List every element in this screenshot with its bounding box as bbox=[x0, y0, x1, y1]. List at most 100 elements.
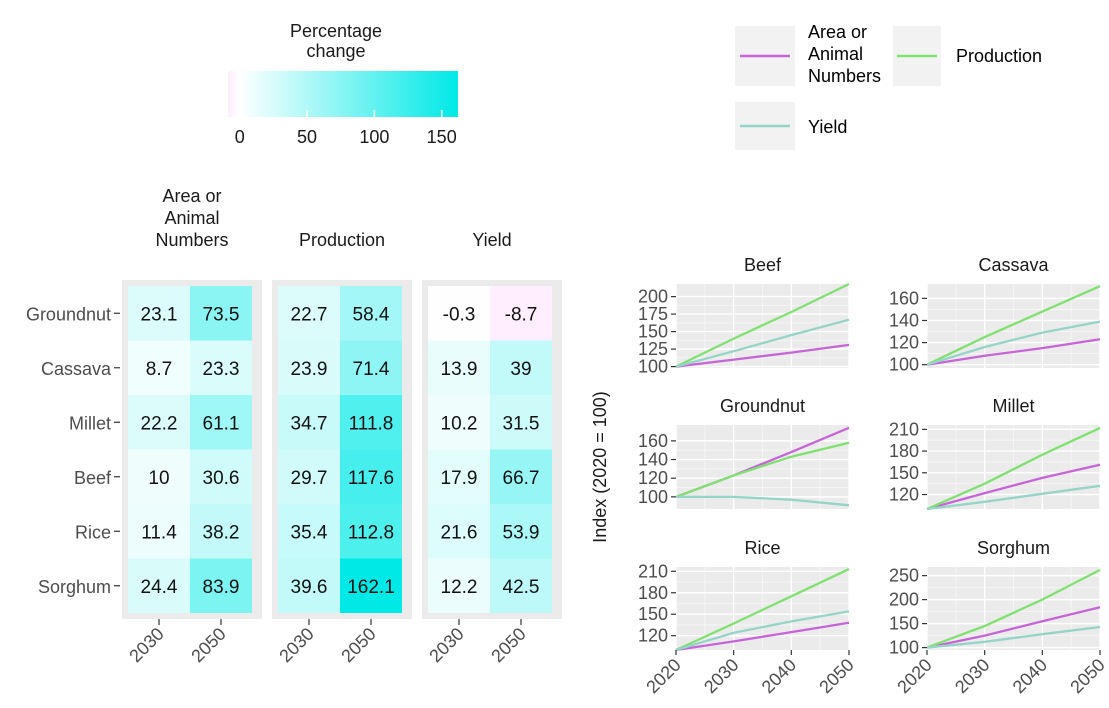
heatmap-cell-label: 11.4 bbox=[141, 522, 177, 543]
line-series bbox=[926, 320, 1101, 366]
heatmap-x-tick-label: 2030 bbox=[275, 624, 317, 666]
heatmap-x-tick-label: 2030 bbox=[425, 624, 467, 666]
line-y-tick-label: 180 bbox=[638, 583, 668, 603]
heatmap-facet-title: Yield bbox=[472, 230, 511, 250]
heatmap-cell bbox=[278, 395, 340, 450]
heatmap-cell bbox=[128, 449, 190, 504]
heatmap-facet-title: Numbers bbox=[155, 230, 228, 250]
heatmap-cell bbox=[278, 449, 340, 504]
heatmap-cell-label: 22.7 bbox=[291, 304, 328, 325]
heatmap-y-tick-label: Sorghum bbox=[38, 577, 111, 597]
line-series bbox=[926, 338, 1101, 366]
line-series bbox=[675, 621, 850, 652]
heatmap-cell-label: 42.5 bbox=[503, 577, 540, 598]
line-y-tick-label: 210 bbox=[889, 419, 919, 439]
line-y-tick-label: 180 bbox=[889, 441, 919, 461]
line-legend: Area or Animal Numbers Production Yield bbox=[735, 22, 1042, 150]
line-y-tick-label: 150 bbox=[889, 463, 919, 483]
line-y-tick-label: 100 bbox=[638, 357, 668, 377]
line-y-axis-title: Index (2020 = 100) bbox=[590, 391, 610, 543]
line-series bbox=[926, 426, 1101, 511]
line-series bbox=[675, 343, 850, 368]
heatmap-cell bbox=[340, 286, 402, 341]
heatmap-cell bbox=[190, 340, 252, 395]
heatmap-cell-label: 83.9 bbox=[203, 577, 240, 598]
line-y-tick-label: 140 bbox=[889, 310, 919, 330]
line-x-tick-label: 2030 bbox=[700, 655, 742, 697]
heatmap-cell-label: 112.8 bbox=[348, 522, 394, 543]
heatmap-cell bbox=[490, 504, 552, 559]
heatmap-cell-label: 17.9 bbox=[441, 468, 478, 489]
heatmap-cell-label: -8.7 bbox=[505, 304, 538, 325]
line-facet-title: Groundnut bbox=[720, 396, 805, 416]
line-y-tick-label: 150 bbox=[638, 604, 668, 624]
heat-legend-tick-label: 0 bbox=[235, 127, 245, 147]
line-series bbox=[926, 568, 1101, 649]
heatmap-cell-label: 111.8 bbox=[349, 413, 394, 434]
line-facet-title: Sorghum bbox=[977, 538, 1050, 558]
line-x-tick-label: 2020 bbox=[893, 655, 935, 697]
heatmap-cell bbox=[128, 504, 190, 559]
line-series bbox=[675, 568, 850, 652]
heat-legend-title-line1: Percentage bbox=[290, 21, 382, 41]
heatmap-cell bbox=[340, 504, 402, 559]
heatmap-cell bbox=[128, 395, 190, 450]
line-x-tick-label: 2020 bbox=[642, 655, 684, 697]
heat-legend-title-line2: change bbox=[306, 41, 365, 61]
heatmap-cell-label: 53.9 bbox=[503, 522, 540, 543]
heatmap-cell-label: 24.4 bbox=[141, 577, 178, 598]
heatmap-cell bbox=[428, 395, 490, 450]
line-legend-production-label: Production bbox=[956, 46, 1042, 66]
heatmap-cell-label: 39.6 bbox=[291, 577, 328, 598]
heatmap-cell bbox=[278, 504, 340, 559]
heatmap-y-tick-label: Beef bbox=[74, 468, 112, 488]
heatmap-cell-label: 22.2 bbox=[141, 413, 178, 434]
heatmap-cell-label: 58.4 bbox=[353, 304, 390, 325]
heatmap-cell bbox=[490, 558, 552, 613]
heatmap-cell bbox=[340, 558, 402, 613]
line-y-tick-label: 100 bbox=[889, 355, 919, 375]
heatmap-cell bbox=[278, 558, 340, 613]
line-x-tick-label: 2050 bbox=[1066, 655, 1108, 697]
heatmap-cell-label: 23.3 bbox=[203, 359, 240, 380]
heatmap-cell-label: 12.2 bbox=[441, 577, 478, 598]
heatmap-x-tick-label: 2030 bbox=[125, 624, 167, 666]
line-series bbox=[676, 495, 850, 507]
line-series bbox=[926, 285, 1101, 366]
line-series bbox=[675, 282, 850, 368]
heatmap-y-tick-label: Cassava bbox=[41, 359, 112, 379]
line-y-tick-label: 120 bbox=[638, 626, 668, 646]
heatmap-cell-label: 35.4 bbox=[291, 522, 328, 543]
heatmap-cell bbox=[340, 395, 402, 450]
heatmap-y-tick-label: Rice bbox=[75, 522, 111, 542]
heatmap-y-tick-label: Millet bbox=[69, 413, 111, 433]
heatmap-cell-label: 23.1 bbox=[141, 304, 178, 325]
heatmap-cell bbox=[490, 286, 552, 341]
line-facet-title: Millet bbox=[992, 396, 1034, 416]
line-facet-title: Beef bbox=[744, 255, 782, 275]
line-series bbox=[926, 606, 1101, 649]
line-y-tick-label: 100 bbox=[638, 487, 668, 507]
line-y-tick-label: 200 bbox=[638, 287, 668, 307]
heatmap-cell bbox=[428, 449, 490, 504]
line-y-tick-label: 100 bbox=[889, 638, 919, 658]
line-series bbox=[926, 625, 1101, 649]
line-x-tick-label: 2050 bbox=[815, 655, 857, 697]
line-series bbox=[926, 463, 1101, 511]
heatmap-cell-label: 117.6 bbox=[348, 468, 394, 489]
heatmap-cell-label: -0.3 bbox=[443, 304, 476, 325]
heatmap-cell bbox=[278, 340, 340, 395]
line-y-tick-label: 175 bbox=[638, 304, 668, 324]
line-y-tick-label: 150 bbox=[889, 614, 919, 634]
line-legend-area-line1: Area or bbox=[808, 22, 867, 42]
heatmap-cell bbox=[428, 558, 490, 613]
line-x-tick-label: 2040 bbox=[1009, 655, 1051, 697]
heatmap-cell-label: 10 bbox=[148, 468, 169, 489]
heatmap-cell bbox=[190, 449, 252, 504]
line-charts: Beef100125150175200Cassava100120140160Gr… bbox=[590, 255, 1109, 697]
line-legend-area-line3: Numbers bbox=[808, 66, 881, 86]
heatmap-cell bbox=[428, 286, 490, 341]
heatmap-cell-label: 31.5 bbox=[503, 413, 540, 434]
line-y-tick-label: 140 bbox=[638, 450, 668, 470]
line-y-tick-label: 120 bbox=[889, 485, 919, 505]
